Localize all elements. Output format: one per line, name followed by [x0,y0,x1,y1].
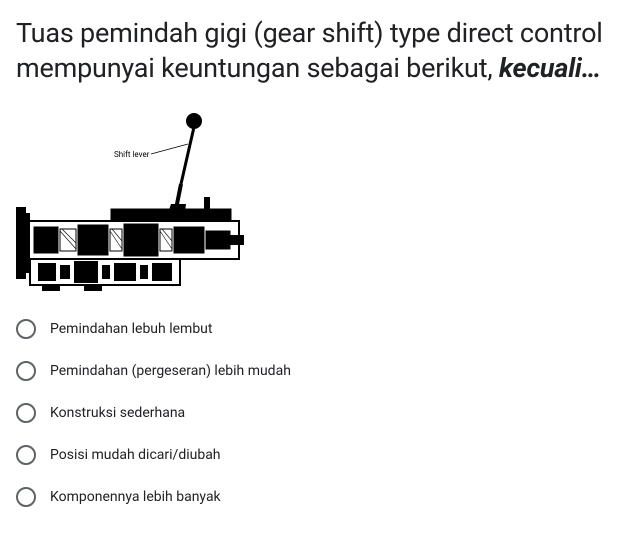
radio-icon [16,487,36,507]
option-label: Komponennya lebih banyak [50,489,221,505]
radio-icon [16,403,36,423]
option-2[interactable]: Konstruksi sederhana [16,403,620,423]
radio-icon [16,361,36,381]
option-0[interactable]: Pemindahan lebuh lembut [16,319,620,339]
option-4[interactable]: Komponennya lebih banyak [16,487,620,507]
option-label: Konstruksi sederhana [50,405,185,421]
option-3[interactable]: Posisi mudah dicari/diubah [16,445,620,465]
radio-icon [16,445,36,465]
option-label: Pemindahan lebuh lembut [50,321,212,337]
option-label: Posisi mudah dicari/diubah [50,447,221,463]
options-group: Pemindahan lebuh lembut Pemindahan (perg… [16,319,620,507]
radio-icon [16,319,36,339]
option-1[interactable]: Pemindahan (pergeseran) lebih mudah [16,361,620,381]
question-text-emph: kecuali… [499,52,601,84]
question-prompt: Tuas pemindah gigi (gear shift) type dir… [16,16,620,85]
gear-shift-diagram: Shift lever [16,109,246,299]
diagram-label: Shift lever [114,150,150,159]
option-label: Pemindahan (pergeseran) lebih mudah [50,363,291,379]
